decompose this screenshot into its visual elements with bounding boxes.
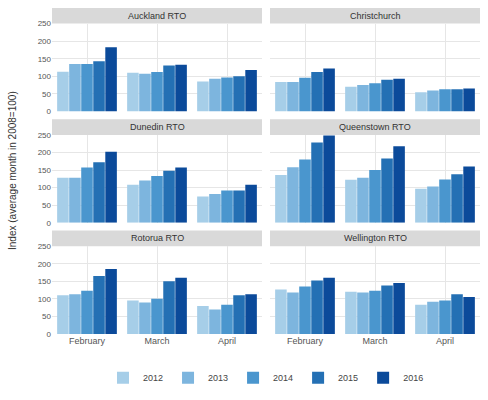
svg-text:150: 150 <box>38 55 52 64</box>
svg-text:150: 150 <box>38 166 52 175</box>
svg-text:100: 100 <box>38 295 52 304</box>
svg-text:February: February <box>69 336 106 346</box>
svg-text:200: 200 <box>38 260 52 269</box>
svg-text:250: 250 <box>38 19 52 28</box>
svg-text:200: 200 <box>38 148 52 157</box>
svg-text:2015: 2015 <box>338 373 358 383</box>
svg-text:2012: 2012 <box>143 373 163 383</box>
svg-text:Christchurch: Christchurch <box>350 11 401 21</box>
svg-text:150: 150 <box>38 277 52 286</box>
svg-text:April: April <box>436 336 454 346</box>
svg-text:50: 50 <box>42 90 51 99</box>
svg-text:March: March <box>144 336 169 346</box>
svg-text:February: February <box>287 336 324 346</box>
svg-text:100: 100 <box>38 72 52 81</box>
svg-text:0: 0 <box>47 107 52 116</box>
svg-text:Index (average month in 2008=1: Index (average month in 2008=100) <box>7 91 18 250</box>
svg-text:Rotorua RTO: Rotorua RTO <box>131 233 184 243</box>
svg-text:0: 0 <box>47 219 52 228</box>
svg-text:0: 0 <box>47 330 52 339</box>
svg-text:Wellington RTO: Wellington RTO <box>344 233 407 243</box>
svg-text:50: 50 <box>42 201 51 210</box>
svg-text:250: 250 <box>38 242 52 251</box>
svg-text:Auckland RTO: Auckland RTO <box>128 11 186 21</box>
svg-text:250: 250 <box>38 131 52 140</box>
svg-text:200: 200 <box>38 37 52 46</box>
svg-text:2016: 2016 <box>403 373 423 383</box>
svg-text:March: March <box>362 336 387 346</box>
svg-text:Dunedin RTO: Dunedin RTO <box>130 122 185 132</box>
svg-text:2014: 2014 <box>273 373 293 383</box>
svg-text:2013: 2013 <box>208 373 228 383</box>
svg-text:50: 50 <box>42 312 51 321</box>
svg-text:Queenstown RTO: Queenstown RTO <box>339 122 411 132</box>
svg-text:100: 100 <box>38 183 52 192</box>
svg-text:April: April <box>218 336 236 346</box>
